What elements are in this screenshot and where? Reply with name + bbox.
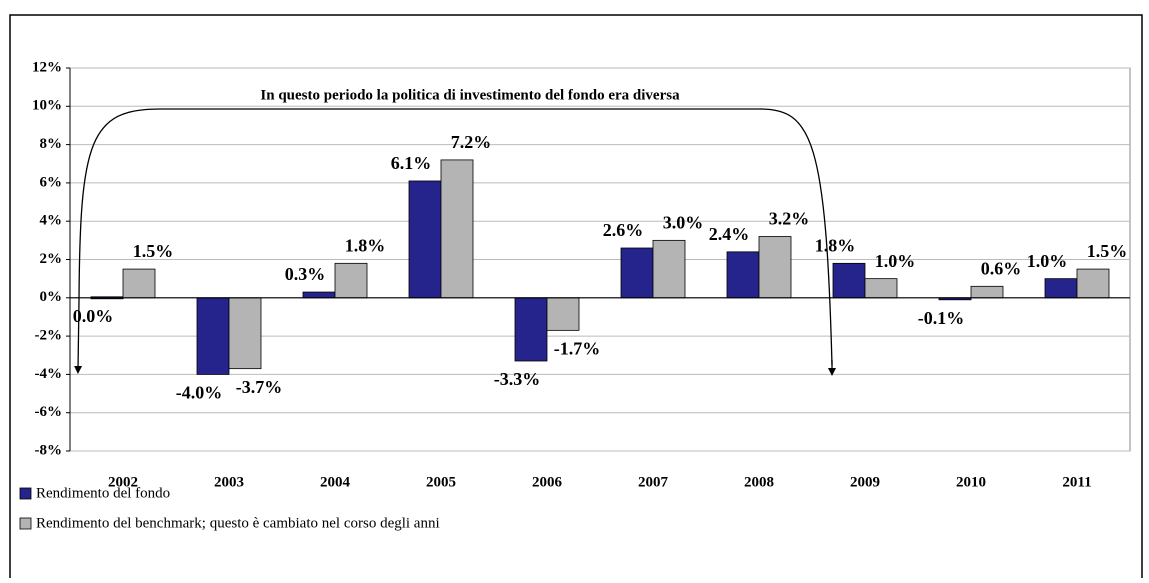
period-bracket <box>78 108 833 366</box>
value-label: 3.0% <box>663 212 704 232</box>
bar <box>652 239 686 299</box>
legend-swatch <box>19 487 32 500</box>
bar <box>228 297 262 370</box>
value-label: 1.5% <box>1087 241 1128 261</box>
x-tick-label: 2003 <box>214 474 244 490</box>
legend-swatch <box>19 517 32 530</box>
y-tick-label: 4% <box>40 213 63 229</box>
x-tick-label: 2009 <box>850 474 880 490</box>
bar <box>440 159 474 299</box>
x-tick-label: 2011 <box>1062 474 1091 490</box>
bracket-arrow-left <box>74 299 83 374</box>
bar <box>970 285 1004 299</box>
value-label: 0.0% <box>73 306 114 326</box>
x-tick-label: 2002 <box>108 474 138 490</box>
y-tick-label: -6% <box>35 404 63 420</box>
y-tick-label: 8% <box>40 136 63 152</box>
x-tick-label: 2010 <box>956 474 986 490</box>
legend-label: Rendimento del fondo <box>36 485 170 501</box>
bar <box>726 251 760 299</box>
annotation: In questo periodo la politica di investi… <box>260 87 680 103</box>
bar <box>1076 268 1110 299</box>
bar <box>546 297 580 331</box>
value-label: 1.8% <box>345 235 386 255</box>
bar <box>302 291 336 299</box>
y-tick-label: 12% <box>32 59 62 75</box>
value-label: 2.6% <box>603 220 644 240</box>
y-tick-label: 10% <box>32 98 62 114</box>
x-tick-label: 2005 <box>426 474 456 490</box>
value-label: 1.0% <box>1027 251 1068 271</box>
value-label: -4.0% <box>176 383 223 403</box>
y-tick-label: 6% <box>40 174 63 190</box>
value-label: 1.8% <box>815 235 856 255</box>
x-tick-label: 2008 <box>744 474 774 490</box>
bar <box>864 278 898 299</box>
x-tick-label: 2006 <box>532 474 563 490</box>
bar <box>758 236 792 299</box>
value-label: 1.5% <box>133 241 174 261</box>
value-label: -3.3% <box>494 369 541 389</box>
value-label: 7.2% <box>451 132 492 152</box>
value-label: -0.1% <box>918 308 965 328</box>
bar <box>408 180 442 299</box>
bar <box>334 262 368 299</box>
value-label: 2.4% <box>709 224 750 244</box>
x-tick-label: 2007 <box>638 474 669 490</box>
y-tick-label: 0% <box>40 289 63 305</box>
value-label: 1.0% <box>875 251 916 271</box>
bar <box>514 297 548 362</box>
bar <box>122 268 156 299</box>
x-tick-label: 2004 <box>320 474 351 490</box>
value-label: 0.6% <box>981 258 1022 278</box>
bar <box>1044 278 1078 299</box>
y-tick-label: -4% <box>35 366 63 382</box>
value-label: 3.2% <box>769 209 810 229</box>
value-label: 0.3% <box>285 264 326 284</box>
y-tick-label: 2% <box>40 251 63 267</box>
bar <box>196 297 230 375</box>
value-label: 6.1% <box>391 153 432 173</box>
bar <box>832 262 866 299</box>
y-tick-label: -8% <box>35 442 63 458</box>
legend-label: Rendimento del benchmark; questo è cambi… <box>36 515 440 531</box>
value-label: -1.7% <box>554 338 601 358</box>
y-tick-label: -2% <box>35 328 63 344</box>
value-label: -3.7% <box>236 377 283 397</box>
bar <box>620 247 654 299</box>
